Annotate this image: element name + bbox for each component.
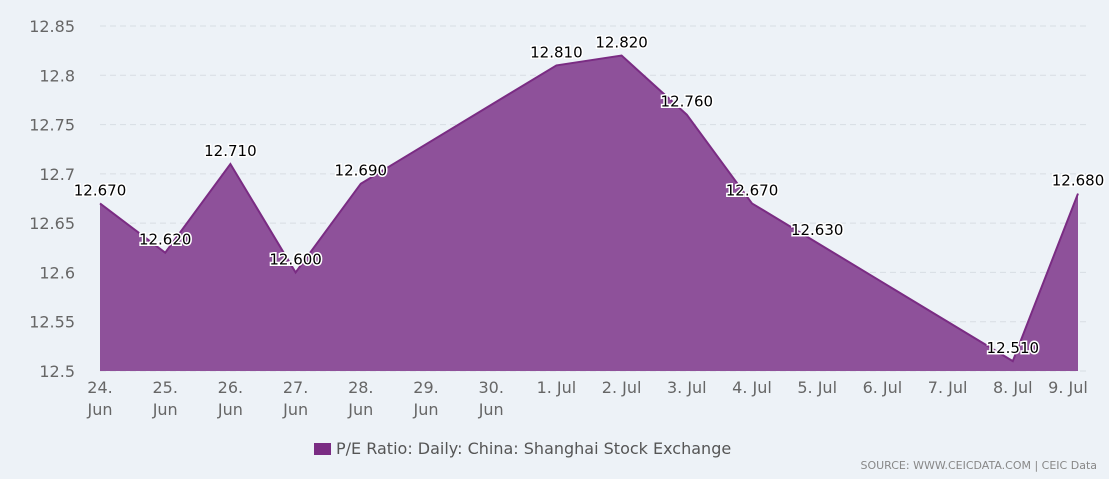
y-tick-label: 12.5: [39, 362, 75, 381]
y-tick-label: 12.7: [39, 165, 75, 184]
legend[interactable]: P/E Ratio: Daily: China: Shanghai Stock …: [314, 439, 731, 458]
x-tick-label: 3. Jul: [667, 378, 707, 397]
x-tick-label: 27. Jun: [282, 378, 308, 419]
x-tick-label: 5. Jul: [797, 378, 837, 397]
y-tick-label: 12.8: [39, 66, 75, 85]
x-tick-label: 30. Jun: [478, 378, 504, 419]
data-label: 12.760: [661, 93, 714, 111]
area-fill: [100, 55, 1078, 371]
x-tick-label: 26. Jun: [217, 378, 243, 419]
x-tick-label: 28. Jun: [347, 378, 373, 419]
data-label: 12.600: [269, 250, 322, 268]
data-label: 12.620: [139, 231, 192, 249]
data-label: 12.670: [726, 181, 779, 199]
data-label: 12.810: [530, 43, 583, 61]
data-label: 12.690: [335, 162, 388, 180]
y-tick-label: 12.85: [29, 17, 75, 36]
x-tick-label: 2. Jul: [602, 378, 642, 397]
x-tick-label: 7. Jul: [928, 378, 968, 397]
x-tick-label: 4. Jul: [732, 378, 772, 397]
y-tick-label: 12.65: [29, 214, 75, 233]
data-label: 12.680: [1052, 172, 1105, 190]
data-label: 12.630: [791, 221, 844, 239]
x-tick-label: 6. Jul: [863, 378, 903, 397]
x-tick-label: 1. Jul: [537, 378, 577, 397]
series-line: [99, 54, 1079, 363]
x-tick-label: 29. Jun: [413, 378, 439, 419]
x-tick-label: 24. Jun: [87, 378, 113, 419]
source-note: SOURCE: WWW.CEICDATA.COM | CEIC Data: [860, 459, 1097, 472]
legend-swatch: [314, 442, 331, 455]
x-tick-label: 9. Jul: [1048, 378, 1088, 397]
x-tick-label: 8. Jul: [993, 378, 1033, 397]
legend-label: P/E Ratio: Daily: China: Shanghai Stock …: [336, 439, 732, 458]
data-label: 12.670: [74, 181, 127, 199]
x-tick-label: 25. Jun: [152, 378, 178, 419]
y-tick-label: 12.75: [29, 116, 75, 135]
y-tick-label: 12.6: [39, 263, 75, 282]
y-tick-label: 12.55: [29, 313, 75, 332]
data-label: 12.820: [595, 34, 648, 52]
data-label: 12.710: [204, 142, 257, 160]
data-label: 12.510: [987, 339, 1040, 357]
